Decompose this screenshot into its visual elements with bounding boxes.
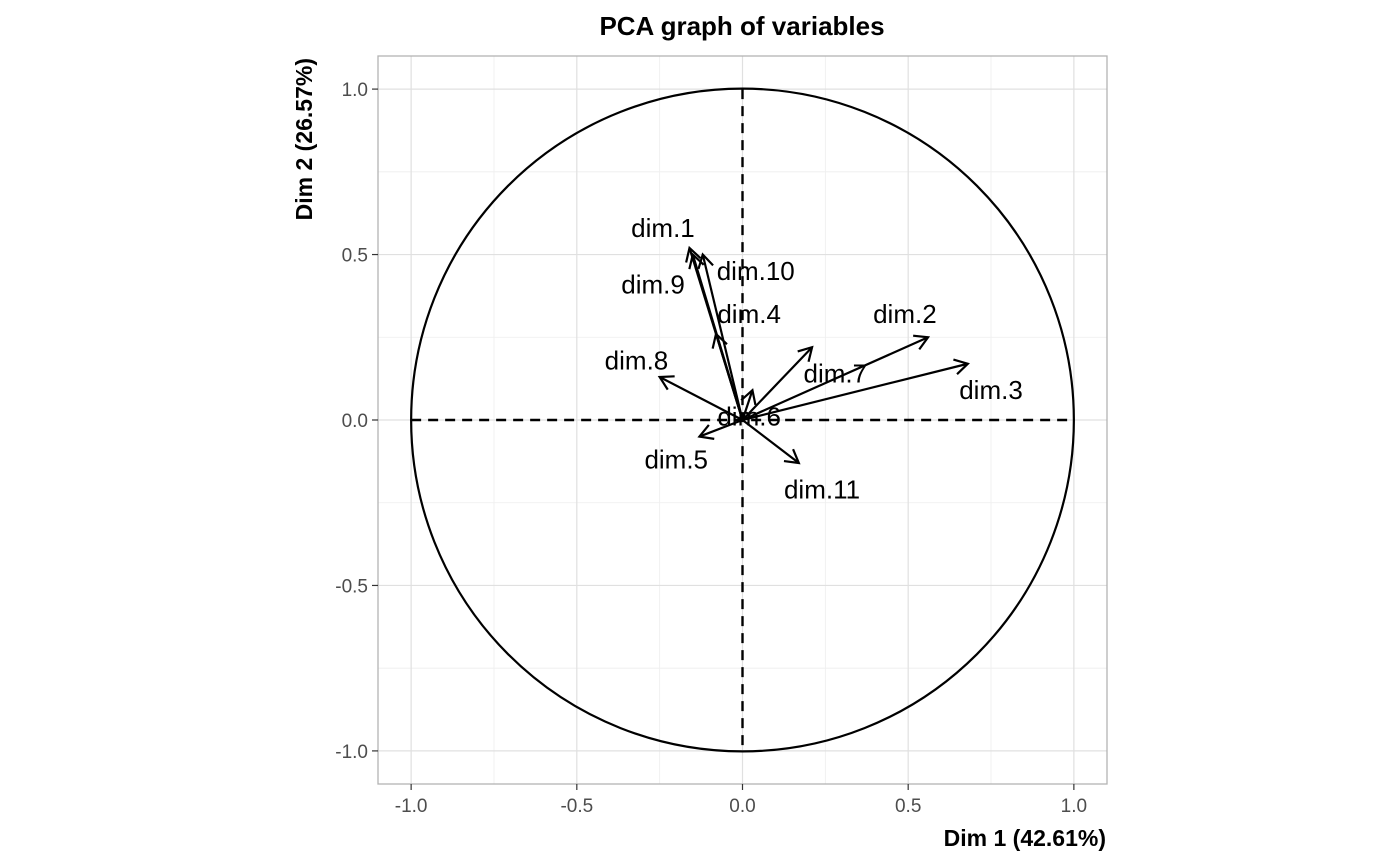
arrow-shaft xyxy=(742,336,929,422)
arrow-head xyxy=(913,334,931,351)
variable-label-dim-11: dim.11 xyxy=(784,474,860,504)
arrow-head xyxy=(685,245,702,263)
y-tick-label: -1.0 xyxy=(335,742,368,763)
variable-label-dim-8: dim.8 xyxy=(605,345,669,375)
x-axis-title: Dim 1 (42.61%) xyxy=(944,825,1106,851)
x-tick-label: -1.0 xyxy=(395,796,428,817)
arrow-shaft xyxy=(701,254,744,421)
variable-label-dim-4: dim.4 xyxy=(717,299,781,329)
arrow-head xyxy=(657,375,675,391)
arrow-head xyxy=(697,424,715,440)
arrow-head xyxy=(697,252,714,270)
y-tick-label: 1.0 xyxy=(342,80,368,101)
variable-arrow-dim-7 xyxy=(741,345,814,421)
y-tick-label: 0.0 xyxy=(342,411,368,432)
variable-label-dim-3: dim.3 xyxy=(959,375,1023,405)
arrow-shaft xyxy=(691,254,744,421)
arrow-shaft xyxy=(742,362,969,422)
variable-label-dim-1: dim.1 xyxy=(631,213,695,243)
arrow-head xyxy=(953,358,970,375)
y-axis-title: Dim 2 (26.57%) xyxy=(291,58,317,220)
variable-label-dim-5: dim.5 xyxy=(644,445,708,475)
variable-labels: dim.1 dim.2 dim.3 dim.4 dim.5 dim.6 dim.7 dim.8… xyxy=(605,213,1023,504)
x-axis-ticks: -1.0 -0.5 0.0 0.5 1.0 xyxy=(395,784,1087,817)
y-tick-label: -0.5 xyxy=(335,576,368,597)
arrow-shaft xyxy=(741,389,754,421)
variable-label-dim-2: dim.2 xyxy=(873,299,937,329)
variable-label-dim-6: dim.6 xyxy=(717,402,781,432)
arrow-head xyxy=(783,448,801,465)
arrow-shaft xyxy=(741,419,800,464)
arrow-shaft xyxy=(741,346,813,421)
variable-arrows xyxy=(657,245,970,465)
x-tick-label: 1.0 xyxy=(1061,796,1087,817)
variable-label-dim-10: dim.10 xyxy=(717,256,795,286)
x-tick-label: -0.5 xyxy=(560,796,593,817)
x-tick-label: 0.0 xyxy=(729,796,755,817)
variable-arrow-dim-5 xyxy=(697,418,743,440)
chart-title: PCA graph of variables xyxy=(599,11,884,41)
arrow-shaft xyxy=(699,418,743,438)
arrow-shaft xyxy=(659,376,744,421)
variable-arrow-dim-10 xyxy=(697,252,744,421)
variable-arrow-dim-6 xyxy=(740,388,757,421)
variable-arrow-dim-3 xyxy=(742,358,970,422)
arrow-head xyxy=(740,388,757,406)
arrow-head xyxy=(797,345,814,363)
correlation-circle xyxy=(410,87,1075,753)
variable-arrow-dim-8 xyxy=(657,375,744,421)
x-tick-label: 0.5 xyxy=(895,796,921,817)
y-axis-ticks: -1.0 -0.5 0.0 0.5 1.0 xyxy=(335,80,378,763)
variable-label-dim-7: dim.7 xyxy=(803,359,867,389)
variable-label-dim-9: dim.9 xyxy=(621,269,685,299)
variable-arrow-dim-2 xyxy=(742,334,931,422)
y-tick-label: 0.5 xyxy=(342,246,368,267)
variable-arrow-dim-11 xyxy=(741,419,801,465)
